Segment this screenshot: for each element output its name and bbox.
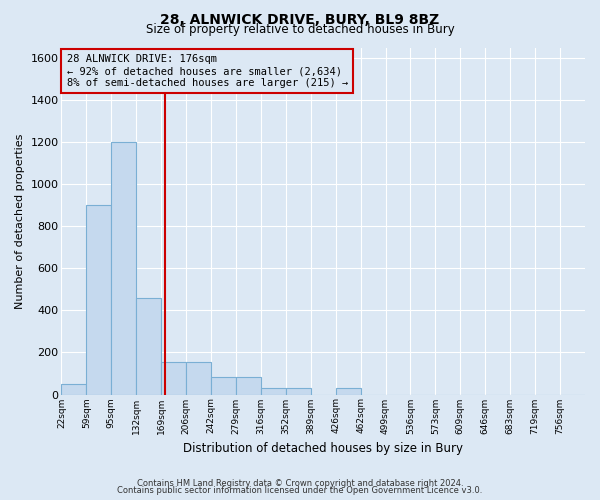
Text: Size of property relative to detached houses in Bury: Size of property relative to detached ho… — [146, 22, 454, 36]
Bar — [136, 298, 161, 394]
Bar — [211, 376, 236, 394]
Bar — [61, 384, 86, 394]
Bar — [335, 388, 361, 394]
Text: Contains public sector information licensed under the Open Government Licence v3: Contains public sector information licen… — [118, 486, 482, 495]
X-axis label: Distribution of detached houses by size in Bury: Distribution of detached houses by size … — [183, 442, 463, 455]
Text: Contains HM Land Registry data © Crown copyright and database right 2024.: Contains HM Land Registry data © Crown c… — [137, 478, 463, 488]
Bar — [161, 362, 186, 394]
Bar — [236, 376, 261, 394]
Bar — [286, 388, 311, 394]
Text: 28, ALNWICK DRIVE, BURY, BL9 8BZ: 28, ALNWICK DRIVE, BURY, BL9 8BZ — [160, 12, 440, 26]
Text: 28 ALNWICK DRIVE: 176sqm
← 92% of detached houses are smaller (2,634)
8% of semi: 28 ALNWICK DRIVE: 176sqm ← 92% of detach… — [67, 54, 348, 88]
Bar — [112, 142, 136, 395]
Bar — [186, 362, 211, 394]
Y-axis label: Number of detached properties: Number of detached properties — [15, 134, 25, 308]
Bar — [86, 205, 112, 394]
Bar — [261, 388, 286, 394]
